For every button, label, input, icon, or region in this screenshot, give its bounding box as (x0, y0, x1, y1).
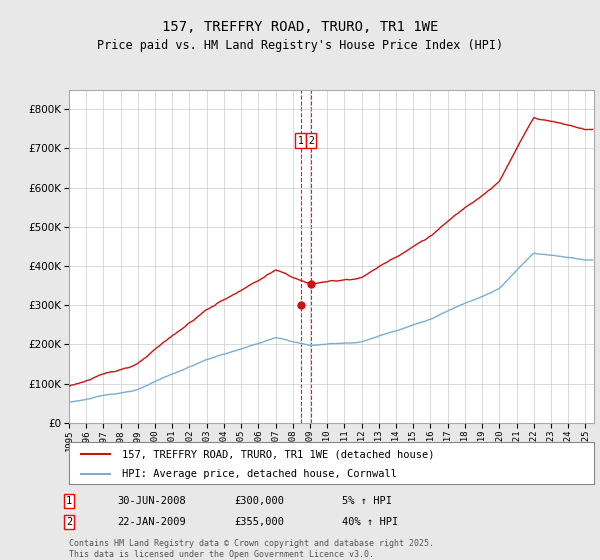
Text: HPI: Average price, detached house, Cornwall: HPI: Average price, detached house, Corn… (121, 469, 397, 479)
Text: 2: 2 (308, 136, 314, 146)
Text: 40% ↑ HPI: 40% ↑ HPI (342, 517, 398, 527)
Text: £300,000: £300,000 (234, 496, 284, 506)
Text: Price paid vs. HM Land Registry's House Price Index (HPI): Price paid vs. HM Land Registry's House … (97, 39, 503, 52)
Text: 2: 2 (66, 517, 72, 527)
Text: 1: 1 (66, 496, 72, 506)
Text: 157, TREFFRY ROAD, TRURO, TR1 1WE (detached house): 157, TREFFRY ROAD, TRURO, TR1 1WE (detac… (121, 449, 434, 459)
Text: 22-JAN-2009: 22-JAN-2009 (117, 517, 186, 527)
Text: 30-JUN-2008: 30-JUN-2008 (117, 496, 186, 506)
Text: 5% ↑ HPI: 5% ↑ HPI (342, 496, 392, 506)
Text: £355,000: £355,000 (234, 517, 284, 527)
Text: 1: 1 (298, 136, 304, 146)
Text: Contains HM Land Registry data © Crown copyright and database right 2025.
This d: Contains HM Land Registry data © Crown c… (69, 539, 434, 559)
Text: 157, TREFFRY ROAD, TRURO, TR1 1WE: 157, TREFFRY ROAD, TRURO, TR1 1WE (162, 20, 438, 34)
